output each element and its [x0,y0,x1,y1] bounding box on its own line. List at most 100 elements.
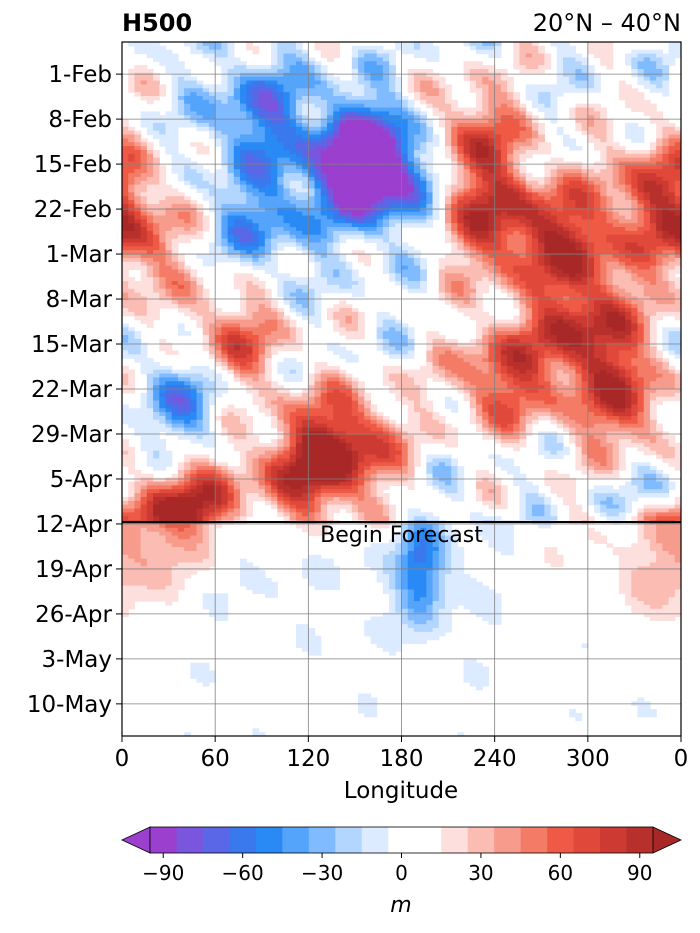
contour-cell [314,196,322,201]
contour-cell [227,142,235,147]
contour-cell [252,188,260,193]
contour-cell [190,142,198,147]
contour-cell [600,153,608,159]
contour-cell [364,165,372,170]
contour-cell [227,146,235,151]
contour-cell [631,134,639,139]
contour-cell [600,157,608,163]
contour-cell [320,107,328,112]
contour-cell [637,80,645,86]
contour-cell [177,281,185,286]
contour-cell [264,196,272,201]
contour-cell [594,250,601,255]
contour-cell [233,284,241,290]
contour-cell [488,246,496,251]
contour-cell [500,142,508,147]
contour-cell [240,184,247,190]
contour-cell [364,134,372,139]
contour-cell [432,111,440,116]
contour-cell [240,173,247,178]
contour-cell [407,246,415,251]
contour-cell [159,234,167,240]
contour-cell [221,173,229,178]
contour-cell [519,223,527,228]
contour-cell [581,273,589,278]
contour-cell [500,76,508,82]
contour-cell [122,130,129,136]
contour-cell [587,227,595,232]
contour-cell [482,227,490,232]
contour-cell [594,238,601,244]
contour-cell [146,126,154,132]
contour-cell [513,269,521,274]
contour-cell [258,304,266,309]
contour-cell [264,130,272,136]
contour-cell [389,153,396,159]
contour-cell [656,188,663,193]
contour-cell [159,230,167,236]
contour-cell [233,180,241,186]
contour-cell [668,142,676,147]
contour-cell [227,68,235,74]
contour-cell [295,215,303,220]
contour-cell [625,103,632,109]
contour-cell [519,65,527,70]
contour-cell [295,68,303,74]
contour-cell [426,122,434,128]
contour-cell [451,119,458,124]
contour-cell [258,65,266,70]
contour-cell [240,254,247,259]
contour-cell [519,207,527,213]
contour-cell [240,68,247,74]
contour-cell [662,76,670,82]
contour-cell [258,111,266,116]
contour-cell [488,227,496,232]
contour-cell [600,292,608,298]
contour-cell [538,234,545,240]
contour-cell [320,188,328,193]
contour-cell [544,180,552,186]
contour-cell [600,126,608,132]
contour-cell [544,246,552,251]
contour-cell [146,227,154,232]
contour-cell [333,250,340,255]
contour-cell [320,165,328,170]
contour-cell [507,257,514,263]
contour-cell [519,292,527,298]
contour-cell [457,277,465,282]
contour-cell [308,203,316,209]
contour-cell [531,192,539,197]
contour-cell [314,254,322,259]
contour-cell [531,115,539,120]
contour-cell [314,257,322,263]
contour-cell [221,84,229,89]
contour-cell [165,300,173,305]
contour-cell [575,169,583,174]
contour-cell [246,203,254,209]
contour-cell [258,227,266,232]
contour-cell [345,269,353,274]
contour-cell [469,76,477,82]
contour-cell [389,184,396,190]
contour-cell [482,119,490,124]
contour-cell [500,99,508,105]
contour-cell [314,107,322,112]
contour-cell [612,250,620,255]
contour-cell [295,72,303,78]
contour-cell [550,165,558,170]
contour-cell [295,76,303,82]
contour-cell [389,57,396,62]
contour-cell [587,68,595,74]
contour-cell [469,230,477,236]
contour-cell [538,84,545,89]
contour-cell [153,72,160,78]
contour-cell [376,65,384,70]
contour-cell [482,269,490,274]
contour-cell [128,192,136,197]
contour-cell [407,288,415,294]
contour-cell [581,103,589,109]
contour-cell [482,134,490,139]
contour-cell [196,45,204,51]
contour-cell [674,230,681,236]
contour-cell [252,284,260,290]
